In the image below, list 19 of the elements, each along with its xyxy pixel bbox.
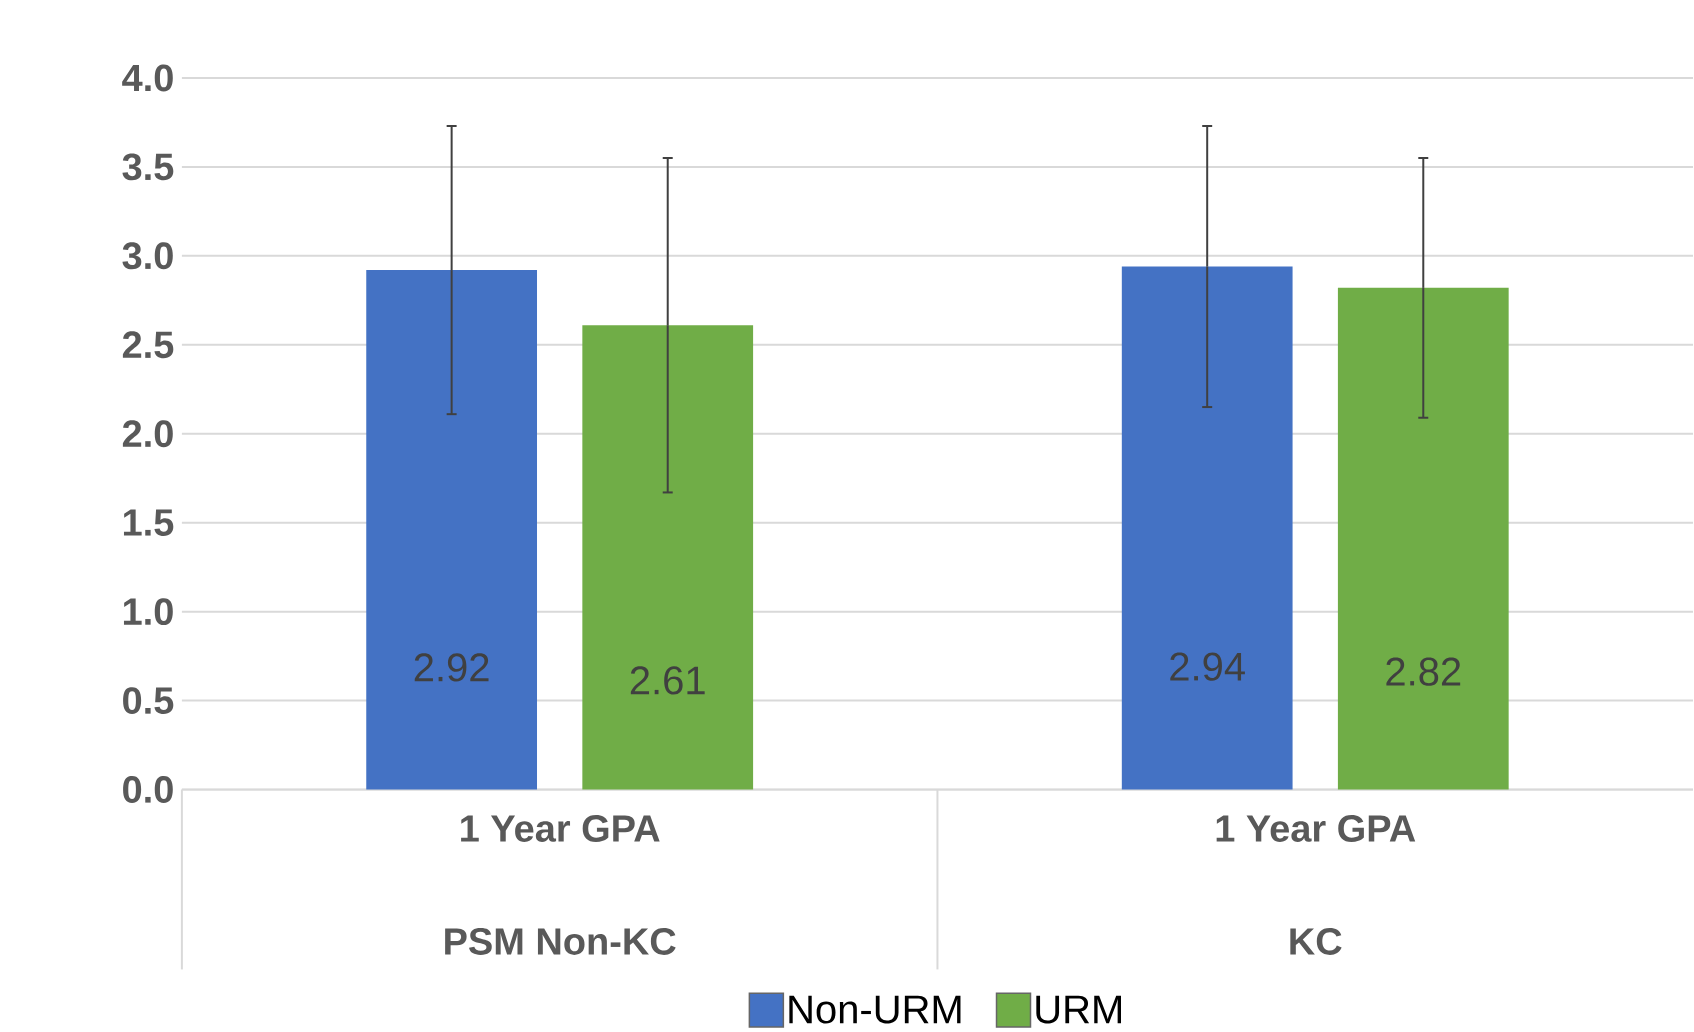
y-tick-label: 3.0	[122, 242, 173, 270]
data-label: 2.92	[414, 653, 489, 682]
text: PSM Non-KC	[445, 927, 676, 955]
y-tick-label: 4.0	[122, 64, 173, 92]
legend-label: URM	[1036, 995, 1121, 1024]
y-tick-label: 2.5	[122, 331, 174, 359]
data-label: 2.94	[1170, 652, 1245, 681]
y-tick-label: 1.0	[123, 598, 173, 625]
x-tick-label: 1 Year GPA	[1216, 814, 1416, 842]
y-tick-label: 3.5	[122, 153, 174, 181]
y-tick-label: 0.0	[123, 775, 173, 803]
y-tick-label: 1.5	[123, 509, 174, 536]
x-tick-label: 1 Year GPA	[461, 814, 660, 842]
data-label: 2.82	[1386, 657, 1461, 686]
text: KC	[1290, 927, 1342, 955]
legend-label: Non-URM	[789, 995, 961, 1024]
y-tick-label: 0.5	[123, 686, 174, 714]
data-label: 2.61	[630, 666, 705, 695]
y-tick-label: 2.0	[122, 420, 173, 447]
